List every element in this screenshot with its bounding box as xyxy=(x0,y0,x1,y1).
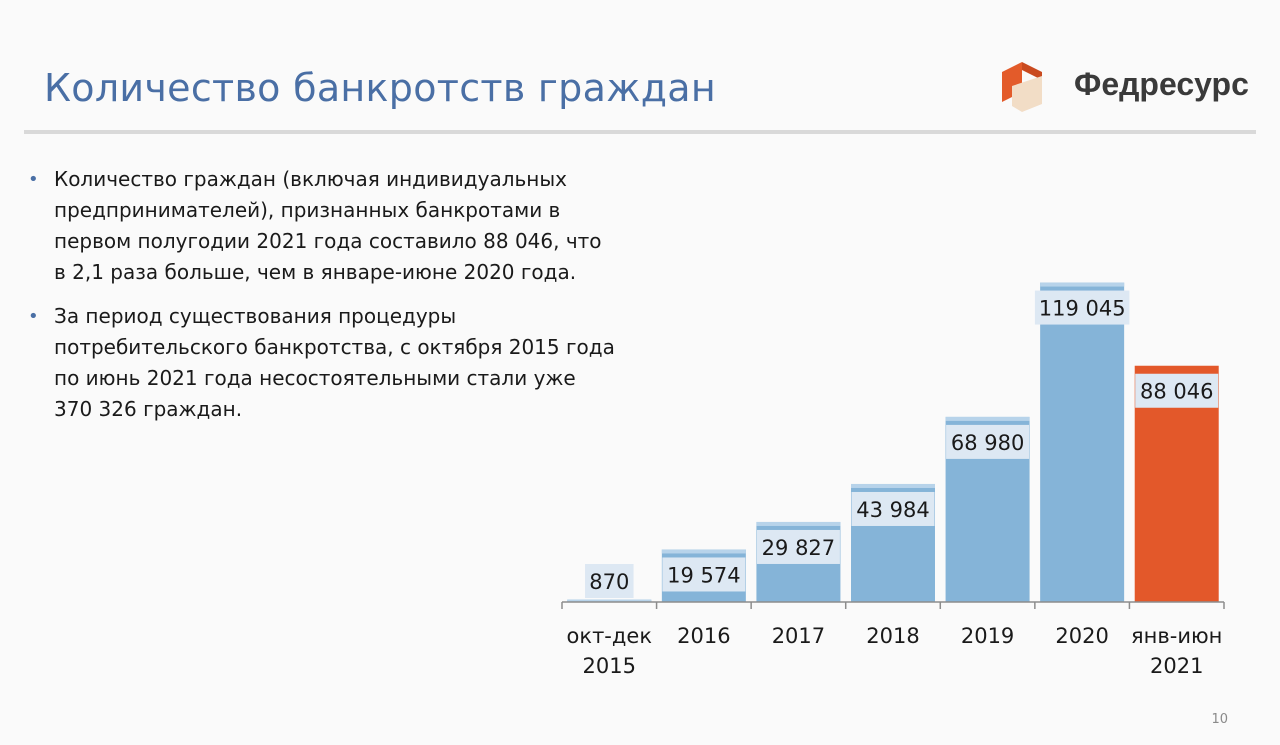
data-label-bg xyxy=(756,529,840,564)
data-label-bg xyxy=(946,424,1030,459)
data-label-bg xyxy=(1135,373,1219,408)
category-label: янв-июн xyxy=(1131,624,1222,648)
logo-mark-icon xyxy=(1002,62,1042,112)
bullet-list: • Количество граждан (включая индивидуал… xyxy=(28,164,618,438)
category-label: 2017 xyxy=(772,624,825,648)
page-number: 10 xyxy=(1211,712,1228,727)
data-label: 119 045 xyxy=(1039,297,1126,321)
data-label: 43 984 xyxy=(856,498,929,522)
bullet-dot-icon: • xyxy=(28,306,39,327)
data-label-bg xyxy=(585,564,634,598)
bullet-item: • За период существования процедуры потр… xyxy=(28,301,618,425)
data-label-bg xyxy=(1034,290,1130,325)
page-title: Количество банкротств граждан xyxy=(44,66,717,110)
data-label: 29 827 xyxy=(762,536,835,560)
data-label: 68 980 xyxy=(951,431,1024,455)
bullet-dot-icon: • xyxy=(28,169,39,190)
bar-cap xyxy=(756,521,841,526)
category-label: 2016 xyxy=(677,624,730,648)
data-label-bg xyxy=(662,557,746,592)
bullet-text: За период существования процедуры потреб… xyxy=(54,304,615,421)
fedresurs-logo: Федресурс xyxy=(996,58,1266,114)
category-label: 2021 xyxy=(1150,654,1203,678)
data-label: 19 574 xyxy=(667,563,740,587)
category-label: окт-дек xyxy=(567,624,652,648)
bar xyxy=(1040,282,1125,602)
bullet-text: Количество граждан (включая индивидуальн… xyxy=(54,167,602,284)
bar-cap xyxy=(945,416,1030,421)
bullet-item: • Количество граждан (включая индивидуал… xyxy=(28,164,618,288)
data-label: 870 xyxy=(589,570,629,594)
bar-cap xyxy=(1040,282,1125,287)
bar-cap xyxy=(851,483,935,488)
title-divider xyxy=(24,130,1256,134)
category-label: 2018 xyxy=(866,624,919,648)
category-label: 2019 xyxy=(961,624,1014,648)
logo-text: Федресурс xyxy=(1074,66,1249,102)
category-label: 2020 xyxy=(1055,624,1108,648)
bar-cap xyxy=(567,599,652,602)
category-label: 2015 xyxy=(583,654,636,678)
data-label: 88 046 xyxy=(1140,380,1213,404)
data-label-bg xyxy=(851,491,935,526)
bar-cap xyxy=(661,549,746,554)
